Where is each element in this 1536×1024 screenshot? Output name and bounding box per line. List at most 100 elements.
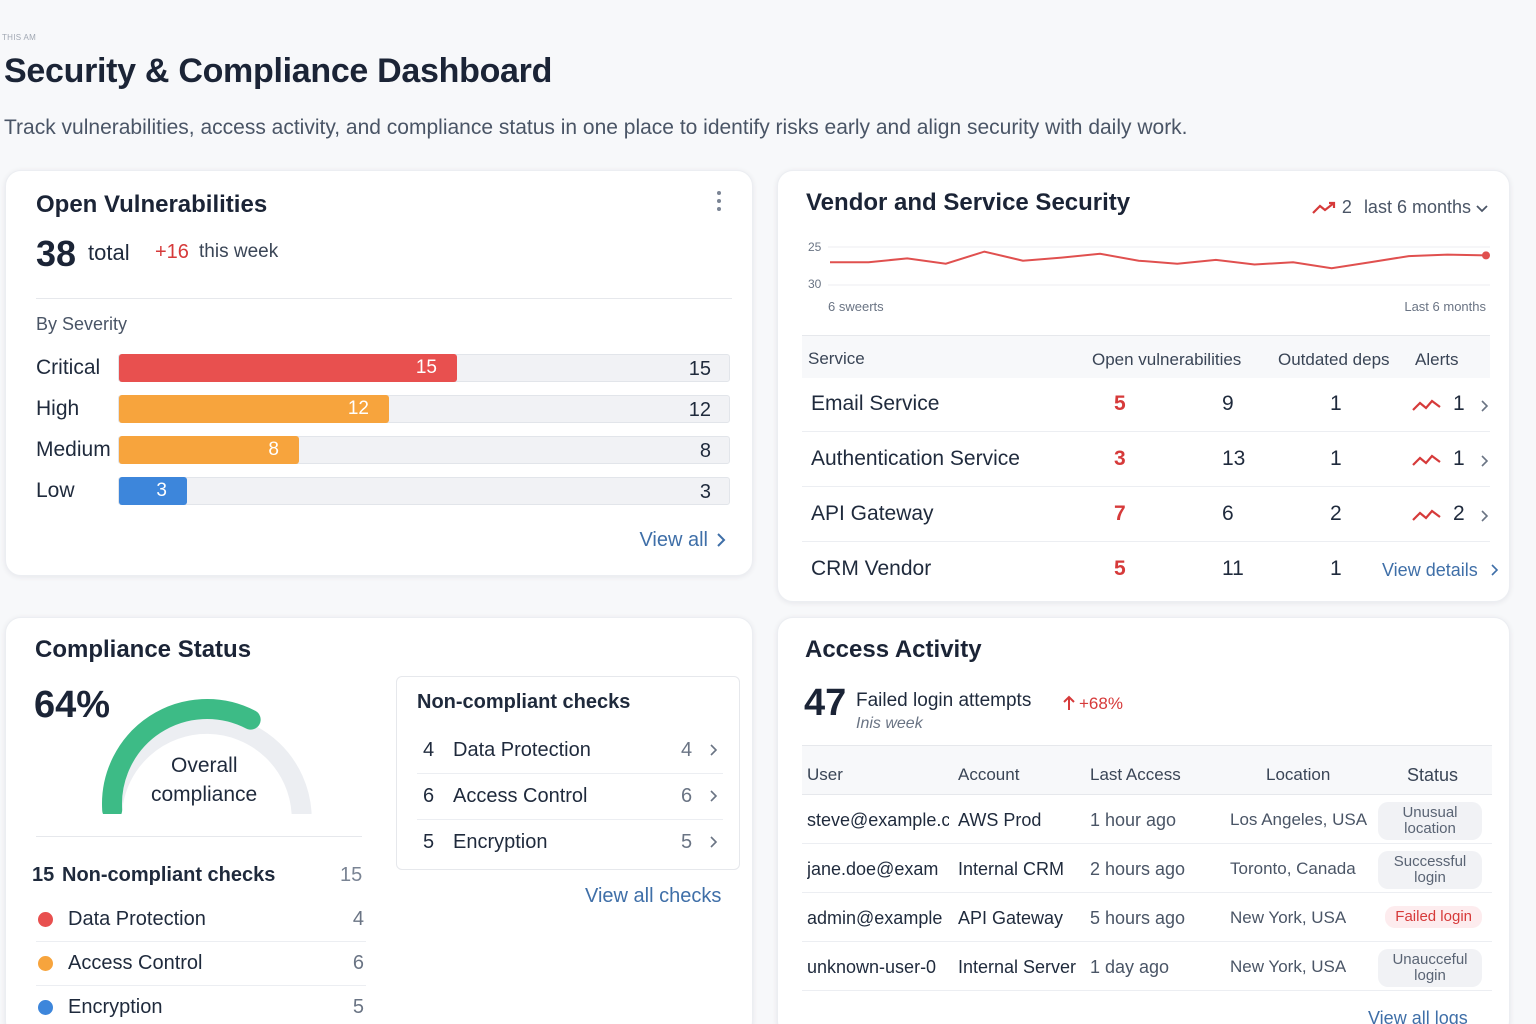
column-header-location: Location — [1266, 765, 1331, 784]
column-header-status: Status — [1407, 765, 1459, 785]
last-access: 5 hours ago — [1090, 908, 1186, 928]
failed-login-delta: +68% — [1079, 694, 1123, 713]
service-name: CRM Vendor — [811, 557, 932, 580]
gauge-label: Overall — [171, 754, 238, 777]
non-compliant-title: Non-compliant checks — [62, 864, 276, 886]
non-compliant-check-row[interactable]: 4 Data Protection 4 — [417, 729, 723, 774]
column-header-user: User — [807, 765, 843, 784]
column-header-alerts: Alerts — [1415, 350, 1459, 369]
service-name: Email Service — [811, 392, 940, 415]
severity-label: Medium — [36, 438, 111, 461]
severity-label: Critical — [36, 356, 101, 379]
vendor-security-card: Vendor and Service Security 2 last 6 mon… — [777, 170, 1510, 602]
compliance-gauge — [102, 699, 312, 814]
severity-row-critical[interactable]: Critical 15 15 — [36, 354, 736, 384]
table-row[interactable]: Email Service 5 9 1 1 — [802, 378, 1490, 432]
trend-icon — [1412, 454, 1441, 466]
table-row[interactable]: admin@example API Gateway 5 hours ago New Y… — [802, 894, 1492, 942]
column-header-deps: Outdated deps — [1278, 350, 1390, 369]
account-name: Internal CRM — [958, 859, 1065, 879]
view-all-checks-link[interactable]: View all checks — [585, 885, 722, 907]
dependencies: 11 — [1222, 557, 1244, 580]
chevron-right-icon[interactable] — [1480, 454, 1490, 468]
list-item-count: 6 — [352, 952, 364, 974]
check-count: 6 — [681, 785, 693, 807]
last-access: 1 hour ago — [1090, 810, 1177, 830]
table-row[interactable]: API Gateway 7 6 2 2 — [802, 488, 1490, 542]
last-access: 2 hours ago — [1090, 859, 1186, 879]
user-email: unknown-user-0 — [807, 957, 937, 977]
severity-label: High — [36, 397, 80, 420]
dependencies: 6 — [1222, 502, 1234, 525]
table-row[interactable]: steve@example.c AWS Prod 1 hour ago Los Ang… — [802, 796, 1492, 844]
page-title: Security & Compliance Dashboard — [4, 52, 553, 90]
open-vulnerabilities: 3 — [1114, 447, 1126, 470]
y-tick-label: 25 — [808, 240, 822, 254]
gauge-label: compliance — [151, 783, 258, 806]
check-count: 4 — [681, 739, 693, 761]
chevron-right-icon — [710, 744, 718, 756]
view-all-logs-link[interactable]: View all logs — [1368, 1008, 1468, 1024]
severity-bar-value: 8 — [268, 439, 279, 460]
chevron-right-icon[interactable] — [1490, 563, 1500, 577]
severity-count: 12 — [688, 399, 711, 421]
list-item-count: 5 — [352, 996, 364, 1018]
non-compliant-total: 15 — [340, 864, 363, 886]
open-vulnerabilities: 5 — [1114, 392, 1126, 415]
gauge-fill — [102, 699, 261, 814]
more-options-icon[interactable] — [714, 191, 724, 213]
severity-row-low[interactable]: Low 3 3 — [36, 477, 736, 507]
breadcrumb: THIS AM — [2, 33, 37, 42]
list-item-count: 4 — [352, 908, 364, 930]
list-item[interactable]: Data Protection 4 — [36, 898, 366, 942]
severity-row-medium[interactable]: Medium 8 8 — [36, 436, 736, 466]
view-all-label: View all — [639, 529, 708, 551]
status-dot-icon — [38, 956, 53, 971]
list-item[interactable]: Encryption 5 — [36, 986, 366, 1024]
chevron-right-icon[interactable] — [1480, 399, 1490, 413]
location: Toronto, Canada — [1230, 859, 1356, 878]
series-line — [830, 250, 1487, 270]
severity-row-high[interactable]: High 12 12 — [36, 395, 736, 425]
column-header-last-access: Last Access — [1090, 765, 1181, 784]
severity-bar-value: 3 — [156, 480, 167, 501]
failed-login-count: 47 — [804, 682, 847, 724]
divider — [802, 335, 1490, 336]
alert-count: 2 — [1453, 502, 1465, 525]
account-name: AWS Prod — [958, 810, 1042, 830]
status-badge: Failed login — [1385, 906, 1482, 928]
table-row[interactable]: Authentication Service 3 13 1 1 — [802, 433, 1490, 487]
date-range-dropdown[interactable]: 2 last 6 months — [1312, 197, 1489, 218]
period-label: Inis week — [856, 715, 923, 732]
location: New York, USA — [1230, 908, 1347, 927]
table-row[interactable]: unknown-user-0 Internal Server 1 day ago Ne… — [802, 943, 1492, 991]
service-name: API Gateway — [811, 502, 934, 525]
failed-login-label: Failed login attempts — [856, 690, 1032, 711]
table-row[interactable]: jane.doe@exam Internal CRM 2 hours ago Toro… — [802, 845, 1492, 893]
severity-bar-value: 12 — [347, 398, 369, 419]
table-row[interactable]: CRM Vendor 5 11 1 View details — [802, 543, 1499, 597]
chevron-right-icon[interactable] — [1480, 509, 1490, 523]
view-all-vulnerabilities-link[interactable]: View all — [639, 529, 708, 552]
chevron-right-icon[interactable] — [716, 532, 726, 548]
status-badge: Unaucceful login — [1378, 949, 1482, 987]
panel-title: Non-compliant checks — [417, 691, 631, 713]
access-activity-card: Access Activity 47 Failed login attempts… — [777, 617, 1510, 1024]
last-access: 1 day ago — [1090, 957, 1170, 977]
status-badge: Unusual location — [1378, 802, 1482, 840]
severity-bar: 15 — [119, 354, 457, 382]
list-item[interactable]: Access Control 6 — [36, 942, 366, 986]
severity-count: 8 — [699, 440, 711, 462]
view-details-link[interactable]: View details — [1382, 560, 1478, 580]
severity-count: 15 — [688, 358, 711, 380]
page-subtitle: Track vulnerabilities, access activity, … — [4, 116, 1188, 139]
access-title: Access Activity — [805, 636, 982, 663]
status-badge: Successful login — [1378, 851, 1482, 889]
x-axis-end-label: Last 6 months — [1404, 299, 1486, 314]
list-item-label: Access Control — [68, 952, 203, 974]
check-label: Encryption — [453, 831, 548, 853]
non-compliant-check-row[interactable]: 6 Access Control 6 — [417, 775, 723, 820]
vendor-title: Vendor and Service Security — [806, 189, 1131, 216]
open-vulnerabilities: 5 — [1114, 557, 1126, 580]
non-compliant-check-row[interactable]: 5 Encryption 5 — [417, 821, 723, 866]
